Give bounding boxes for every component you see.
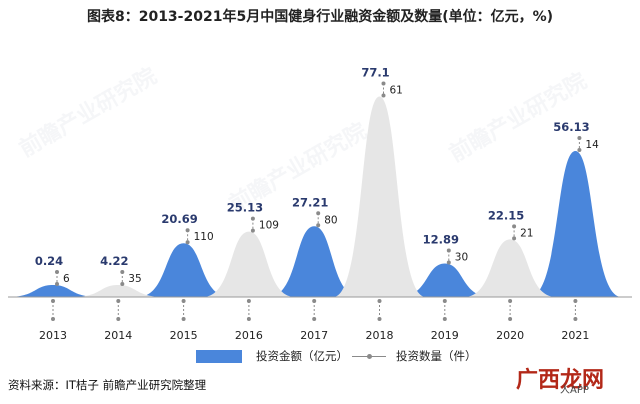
count-label-2013: 6 [63, 273, 70, 285]
count-label-2016: 109 [259, 220, 279, 232]
x-tick-point-end-2013 [51, 317, 55, 321]
source-note: 资料来源：IT桔子 前瞻产业研究院整理 [8, 378, 207, 392]
count-point-end-2013 [55, 282, 59, 286]
x-tick-label-2017: 2017 [300, 329, 328, 340]
amount-bell-2020 [464, 239, 557, 297]
x-tick-point-2018 [377, 299, 382, 303]
amount-bell-2017 [268, 226, 361, 297]
amount-bell-2013 [7, 285, 99, 297]
count-point-end-2018 [381, 93, 386, 98]
legend-swatch-count [352, 351, 386, 361]
count-point-end-2017 [316, 223, 321, 228]
x-tick-point-2016 [246, 299, 251, 303]
x-tick-label-2021: 2021 [561, 329, 589, 340]
amount-bell-2019 [398, 263, 491, 297]
count-point-end-2021 [577, 148, 582, 153]
x-tick-label-2018: 2018 [366, 329, 394, 340]
corner-watermark-sub: 人APP [560, 385, 589, 396]
amount-bell-2016 [202, 231, 295, 297]
count-label-2015: 110 [194, 231, 214, 243]
x-tick-point-2015 [181, 299, 186, 303]
count-point-end-2020 [512, 236, 517, 241]
x-tick-label-2016: 2016 [235, 329, 263, 340]
count-point-2014 [120, 270, 125, 274]
amount-label-2018: 77.1 [361, 66, 389, 80]
x-tick-point-2021 [573, 299, 578, 303]
amount-bell-2015 [137, 243, 230, 297]
x-tick-point-end-2016 [246, 317, 251, 321]
amount-label-2015: 20.69 [161, 212, 197, 226]
legend-item-count: 投资数量（件） [352, 347, 477, 365]
count-point-2021 [577, 136, 582, 141]
count-label-2019: 30 [455, 251, 468, 263]
x-tick-point-end-2018 [377, 317, 382, 321]
count-point-2017 [316, 211, 321, 216]
legend-item-amount: 投资金额（亿元） [196, 347, 348, 365]
amount-label-2014: 4.22 [100, 254, 128, 268]
count-point-2019 [446, 248, 451, 253]
x-tick-point-end-2020 [508, 317, 513, 321]
x-tick-label-2019: 2019 [431, 329, 459, 340]
count-label-2018: 61 [390, 85, 403, 97]
x-tick-point-2014 [116, 299, 121, 303]
x-tick-label-2014: 2014 [104, 329, 132, 340]
count-point-end-2014 [120, 282, 125, 286]
count-point-2013 [55, 270, 59, 274]
count-label-2020: 21 [520, 227, 533, 239]
count-point-end-2015 [185, 240, 190, 245]
x-tick-label-2020: 2020 [496, 329, 524, 340]
amount-label-2021: 56.13 [553, 120, 589, 134]
legend-label-amount: 投资金额（亿元） [256, 349, 348, 363]
amount-label-2019: 12.89 [423, 232, 459, 246]
amount-bell-2014 [72, 285, 165, 297]
chart-title: 图表8：2013-2021年5月中国健身行业融资金额及数量(单位：亿元，%) [86, 9, 554, 25]
x-tick-point-end-2015 [181, 317, 186, 321]
x-tick-point-2013 [51, 299, 55, 303]
x-tick-point-end-2017 [312, 317, 317, 321]
x-tick-label-2013: 2013 [39, 329, 67, 340]
count-label-2014: 35 [128, 273, 141, 285]
x-tick-point-2019 [442, 299, 447, 303]
amount-label-2017: 27.21 [292, 195, 328, 209]
count-point-2015 [185, 228, 190, 233]
count-point-end-2016 [250, 228, 255, 233]
x-tick-point-2017 [312, 299, 317, 303]
amount-bell-2018 [333, 96, 426, 297]
corner-watermark: 广西龙网 [516, 368, 605, 393]
x-tick-point-end-2019 [442, 317, 447, 321]
x-tick-point-end-2021 [573, 317, 578, 321]
count-point-2018 [381, 81, 386, 86]
x-tick-point-2020 [508, 299, 513, 303]
count-label-2017: 80 [324, 214, 337, 226]
amount-label-2013: 0.24 [35, 254, 63, 268]
count-point-2016 [250, 216, 255, 221]
amount-bell-2021 [529, 151, 622, 297]
legend-swatch-amount [196, 349, 242, 363]
amount-label-2020: 22.15 [488, 208, 524, 222]
count-point-2020 [512, 224, 517, 229]
count-point-end-2019 [446, 260, 451, 265]
amount-label-2016: 25.13 [227, 201, 263, 215]
count-label-2021: 14 [585, 139, 599, 151]
x-tick-label-2015: 2015 [170, 329, 198, 340]
x-tick-point-end-2014 [116, 317, 121, 321]
legend-label-count: 投资数量（件） [396, 349, 477, 363]
